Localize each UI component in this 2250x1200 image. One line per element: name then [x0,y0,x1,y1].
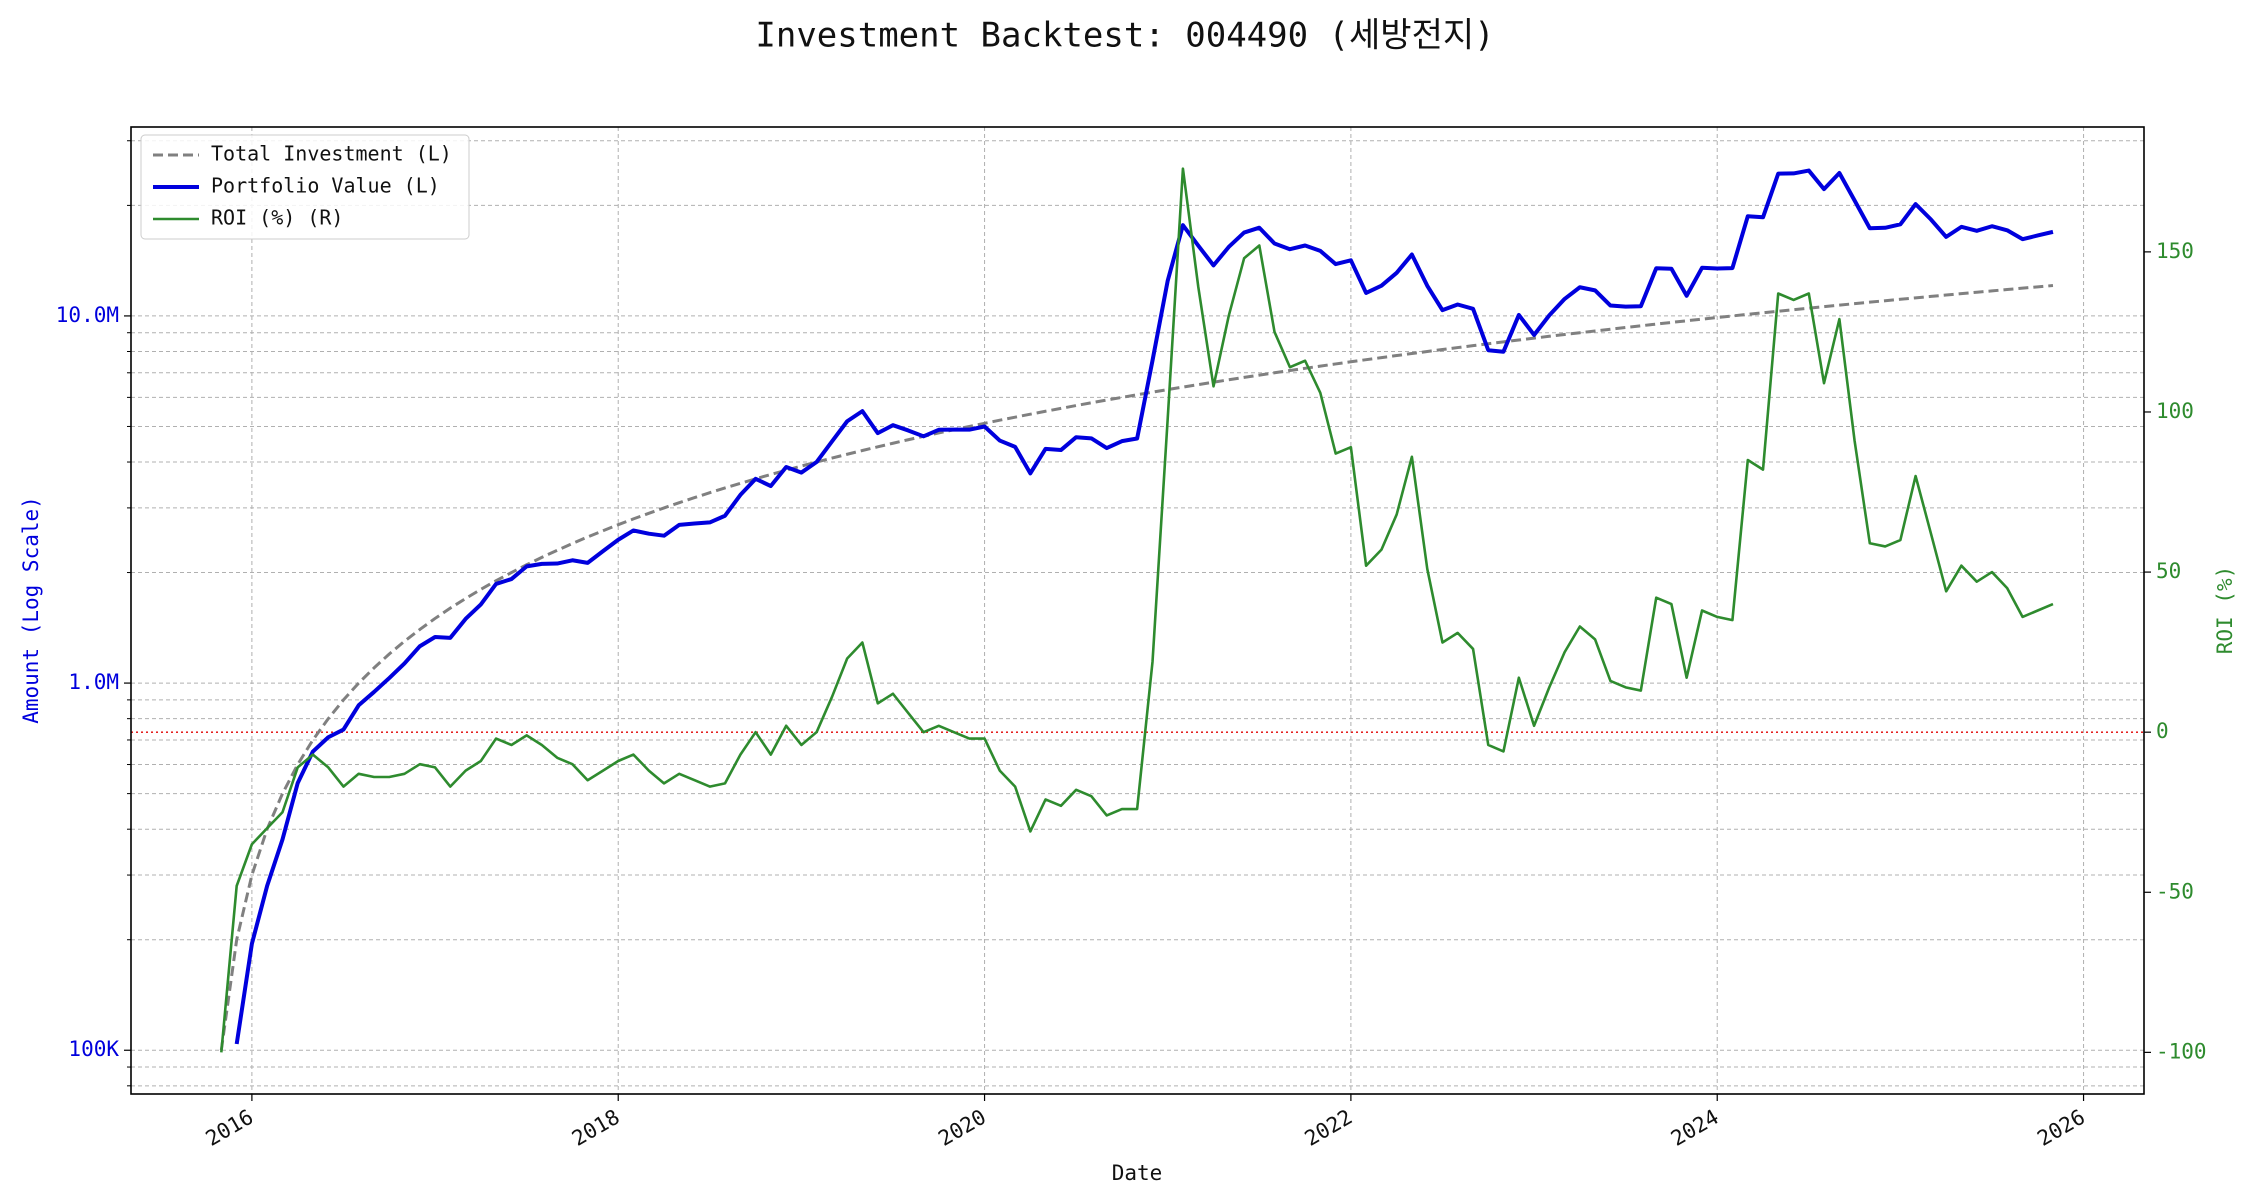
legend-label: Portfolio Value (L) [211,174,440,198]
y2-tick-label: 150 [2156,239,2194,263]
y2-tick-label: 0 [2156,719,2169,743]
y2-axis-label: ROI (%) [2213,566,2237,655]
x-tick-label: 2020 [934,1105,990,1151]
x-axis-label: Date [1112,1161,1163,1185]
chart-title: Investment Backtest: 004490 (세방전지) [755,16,1494,56]
y2-tick-label: -100 [2156,1039,2207,1063]
y-axis-label: Amount (Log Scale) [19,496,43,724]
x-tick-label: 2016 [202,1105,258,1151]
y2-tick-label: -50 [2156,879,2194,903]
x-tick-label: 2018 [568,1105,624,1151]
legend-label: Total Investment (L) [211,142,452,166]
plot-frame [130,126,2145,1095]
y2-tick-label: 50 [2156,559,2181,583]
x-tick-label: 2024 [1667,1105,1723,1151]
y-tick-label: 10.0M [56,303,119,327]
series-line [234,168,2054,1045]
x-tick-label: 2022 [1301,1105,1357,1151]
legend-box [140,134,470,240]
plot-area [219,167,2054,1053]
y-tick-label: 1.0M [68,670,119,694]
series-line [220,167,2054,1053]
y2-tick-label: 100 [2156,399,2194,423]
x-tick-label: 2026 [2033,1105,2089,1151]
y-tick-label: 100K [68,1037,119,1061]
series-line [219,284,2054,1051]
legend-label: ROI (%) (R) [211,206,343,230]
